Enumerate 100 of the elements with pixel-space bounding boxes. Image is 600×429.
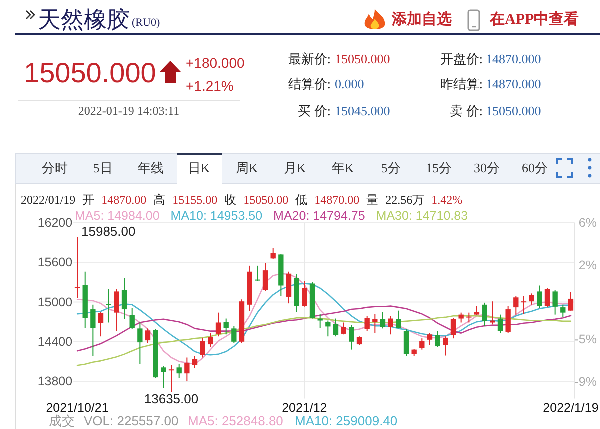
candlestick: [552, 290, 558, 316]
text: +1.21%: [186, 78, 234, 94]
text: MA10: 259009.40: [295, 414, 398, 428]
candlestick: [192, 356, 198, 369]
text: 2022-01-19 14:03:11: [78, 104, 180, 118]
chart-title: 天然橡胶: [38, 8, 130, 32]
text: 低: [296, 193, 308, 207]
text: 月K: [284, 160, 307, 176]
x-tick-label: 2021/10/21: [46, 401, 109, 415]
text: 成交: [49, 414, 75, 428]
text: 15050.000: [24, 58, 156, 88]
candlestick: [114, 288, 120, 332]
candlestick: [98, 312, 104, 338]
text: 买 价:: [298, 104, 331, 118]
text: 分时: [42, 160, 68, 176]
candlestick: [380, 312, 386, 330]
text: 高: [154, 193, 166, 207]
text: MA5: 14984.00: [75, 209, 160, 223]
text: MA20: 14794.75: [274, 209, 366, 223]
text: 2022/01/19: [21, 193, 76, 207]
candlestick: [506, 306, 511, 334]
candlestick: [560, 304, 566, 318]
text: 结算价:: [288, 76, 331, 92]
candlestick: [544, 288, 550, 308]
candlestick: [482, 302, 488, 327]
text: 15050.000: [486, 104, 542, 118]
y-tick-label: 13800: [38, 374, 73, 389]
candlestick: [333, 318, 339, 338]
candlestick: [216, 312, 222, 338]
candlestick: [318, 314, 323, 329]
text: 日K: [188, 160, 211, 176]
text: 30分: [474, 160, 500, 176]
candlestick: [106, 288, 112, 324]
candlestick: [122, 278, 128, 320]
candlestick: [568, 292, 574, 312]
candlestick: [200, 337, 206, 358]
text: VOL: 225557.00: [84, 414, 179, 428]
candlestick: [184, 357, 190, 382]
text: 年K: [332, 160, 355, 176]
text: 22.56万: [386, 193, 425, 207]
text: 14870.00: [102, 193, 147, 207]
y2-tick-label: -9%: [574, 374, 597, 389]
text: 15分: [426, 160, 452, 176]
candlestick: [349, 324, 354, 350]
candlestick: [388, 316, 394, 336]
candlestick: [176, 364, 182, 379]
y-tick-label: 14400: [38, 334, 73, 349]
candlestick: [443, 336, 448, 356]
text: 开盘价:: [440, 52, 483, 66]
candlestick: [341, 322, 346, 336]
candlestick: [232, 326, 237, 344]
candlestick: [529, 293, 534, 306]
text: 量: [366, 193, 379, 207]
candlestick: [450, 318, 456, 340]
candlestick: [90, 304, 96, 357]
text: 15050.000: [335, 52, 390, 66]
candlestick: [458, 312, 464, 324]
text: 14870.00: [314, 193, 360, 207]
candlestick: [537, 285, 542, 309]
text: 年线: [138, 160, 164, 176]
candlestick: [474, 306, 480, 316]
candlestick: [514, 296, 519, 316]
text: 14870.000: [486, 52, 542, 66]
text: 5日: [93, 160, 113, 176]
candlestick: [420, 338, 425, 350]
text: 卖 价:: [450, 104, 483, 118]
y2-tick-label: -5%: [574, 332, 597, 346]
text: MA30: 14710.83: [376, 209, 468, 223]
text: 60分: [522, 160, 548, 176]
candlestick: [521, 296, 527, 315]
candlestick: [130, 308, 135, 330]
candlestick: [466, 312, 472, 324]
candlestick: [396, 310, 402, 330]
text: 开: [82, 193, 95, 207]
text: 添加自选: [391, 11, 452, 28]
y2-tick-label: 2%: [578, 258, 597, 272]
candlestick: [364, 316, 370, 332]
text: 周K: [236, 160, 259, 176]
candlestick: [498, 314, 504, 334]
text: 15045.000: [335, 104, 390, 118]
text: 昨结算:: [440, 76, 483, 92]
text: 在APP中查看: [489, 11, 580, 28]
y-tick-label: 16200: [38, 216, 73, 230]
text: 1.42%: [432, 193, 463, 207]
annotation: 13635.00: [144, 391, 199, 406]
candlestick: [255, 265, 260, 282]
candlestick: [168, 364, 174, 393]
candlestick: [286, 271, 292, 304]
candlestick: [262, 262, 268, 292]
x-tick-label: 2021/12: [282, 401, 328, 415]
candlestick: [404, 328, 410, 357]
y-tick-label: 15000: [38, 295, 73, 310]
candlestick: [145, 328, 151, 344]
y-tick-label: 15600: [38, 256, 73, 270]
text: 14870.000: [486, 76, 542, 92]
candlestick: [326, 320, 331, 338]
candlestick: [302, 280, 308, 308]
text: 0.000: [335, 76, 364, 92]
candlestick: [224, 318, 229, 336]
candlestick: [435, 330, 440, 348]
